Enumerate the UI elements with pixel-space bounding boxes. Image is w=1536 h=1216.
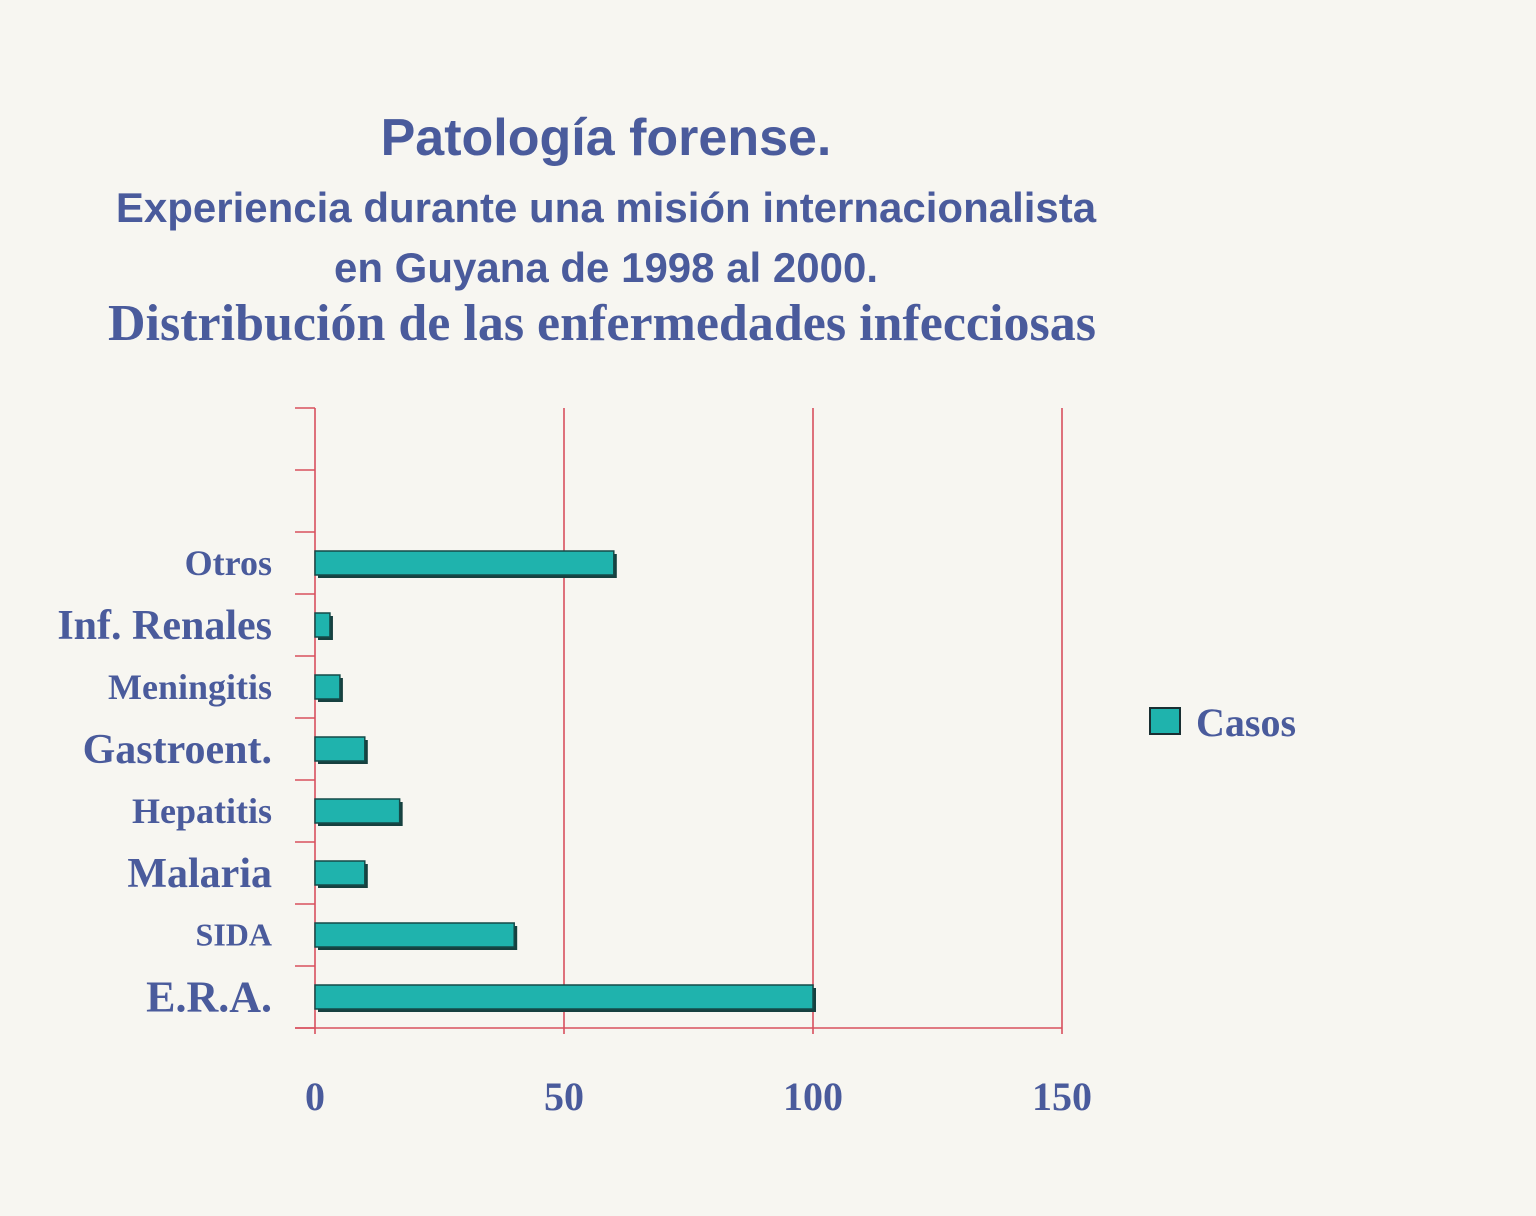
bar-7 xyxy=(314,550,615,576)
bar-3 xyxy=(314,798,401,824)
category-label-2: Malaria xyxy=(127,851,272,897)
bar-1 xyxy=(314,922,515,948)
legend: Casos xyxy=(1149,700,1296,745)
category-label-0: E.R.A. xyxy=(146,973,272,1022)
x-tick-label-0: 0 xyxy=(305,1074,325,1119)
category-label-5: Meningitis xyxy=(108,667,272,707)
bar-2 xyxy=(314,860,366,886)
subtitle-line-2: en Guyana de 1998 al 2000. xyxy=(334,244,878,291)
category-label-3: Hepatitis xyxy=(132,791,272,831)
bar-4 xyxy=(314,736,366,762)
subtitle-line-1: Experiencia durante una misión internaci… xyxy=(115,184,1097,231)
chart-heading: Distribución de las enfermedades infecci… xyxy=(108,295,1096,352)
x-tick-label-50: 50 xyxy=(544,1074,584,1119)
x-tick-label-150: 150 xyxy=(1032,1074,1092,1119)
chart-title: Patología forense. xyxy=(380,109,832,167)
legend-swatch xyxy=(1149,707,1181,735)
category-label-1: SIDA xyxy=(196,917,272,953)
x-tick-label-100: 100 xyxy=(783,1074,843,1119)
chart-subtitle: Experiencia durante una misión internaci… xyxy=(0,178,1212,298)
legend-label: Casos xyxy=(1196,700,1296,745)
category-labels: E.R.A. SIDA Malaria Hepatitis Gastroent. Meni… xyxy=(57,543,272,1022)
category-label-6: Inf. Renales xyxy=(57,603,272,649)
category-label-7: Otros xyxy=(185,543,272,583)
bar-5 xyxy=(314,674,341,700)
bar-6 xyxy=(314,612,331,638)
category-label-4: Gastroent. xyxy=(83,727,272,773)
bars xyxy=(314,550,816,1012)
bar-0 xyxy=(314,984,814,1010)
x-tick-labels: 0 50 100 150 xyxy=(305,1074,1092,1119)
